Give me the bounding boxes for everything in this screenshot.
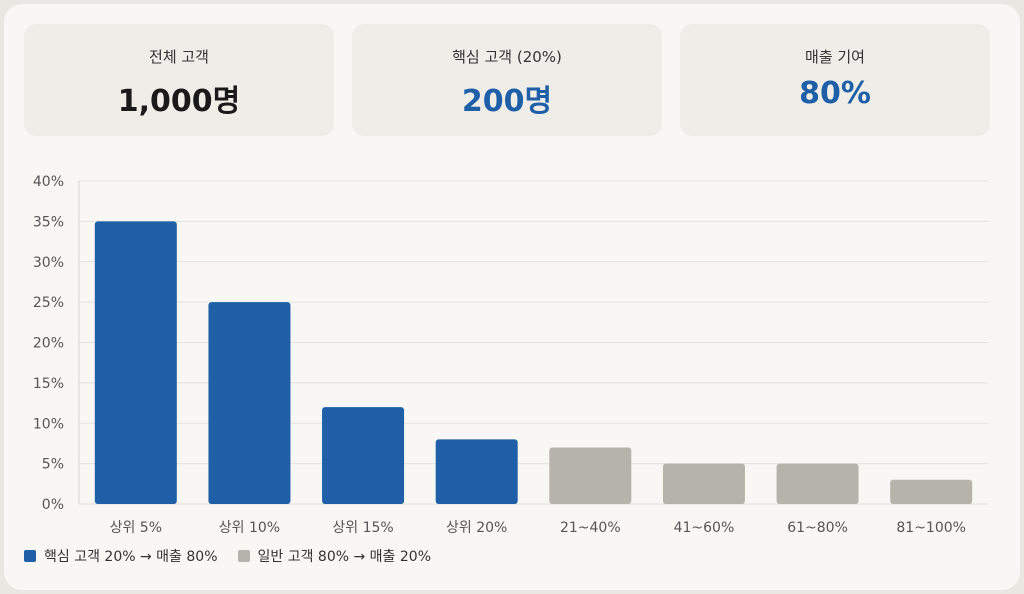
core-customers-label: 핵심 고객 (20%) — [452, 48, 562, 66]
x-tick-label: 상위 5% — [110, 520, 162, 536]
revenue-contribution-card: 매출 기여 80% — [680, 24, 990, 136]
legend-label-general: 일반 고객 80% → 매출 20% — [257, 549, 432, 565]
chart-legend: 핵심 고객 20% → 매출 80% 일반 고객 80% → 매출 20% — [24, 546, 431, 566]
legend-swatch-core — [24, 550, 36, 562]
legend-item-core: 핵심 고객 20% → 매출 80% — [24, 546, 218, 566]
bar — [208, 302, 291, 504]
x-tick-label: 61~80% — [787, 520, 848, 536]
core-customers-card: 핵심 고객 (20%) 200명 — [352, 24, 662, 136]
y-tick-label: 25% — [33, 295, 64, 311]
core-customers-value: 200명 — [461, 84, 553, 119]
legend-label-core: 핵심 고객 20% → 매출 80% — [44, 549, 218, 565]
y-tick-label: 15% — [33, 376, 64, 392]
y-tick-label: 20% — [33, 336, 64, 352]
x-tick-label: 상위 10% — [219, 520, 280, 536]
bar — [322, 407, 405, 504]
legend-item-general: 일반 고객 80% → 매출 20% — [237, 546, 432, 566]
bar — [776, 463, 859, 504]
x-tick-label: 상위 20% — [446, 520, 507, 536]
legend-swatch-general — [237, 550, 250, 562]
bar — [662, 463, 745, 504]
y-tick-label: 40% — [33, 174, 64, 190]
y-tick-label: 35% — [33, 214, 64, 230]
y-tick-label: 0% — [42, 497, 64, 513]
x-tick-label: 21~40% — [560, 520, 621, 536]
y-tick-label: 10% — [33, 416, 64, 432]
x-tick-label: 81~100% — [896, 520, 966, 536]
x-tick-label: 41~60% — [674, 520, 735, 536]
bar — [549, 447, 632, 504]
revenue-contribution-label: 매출 기여 — [805, 48, 865, 66]
y-tick-label: 30% — [33, 255, 64, 271]
revenue-contribution-value: 80% — [799, 76, 871, 111]
y-tick-label: 5% — [42, 457, 64, 473]
bar — [94, 221, 177, 504]
total-customers-label: 전체 고객 — [149, 48, 209, 66]
x-tick-label: 상위 15% — [332, 520, 393, 536]
total-customers-value: 1,000명 — [117, 84, 241, 119]
bar — [435, 439, 518, 504]
total-customers-card: 전체 고객 1,000명 — [24, 24, 334, 136]
bar — [890, 479, 973, 504]
